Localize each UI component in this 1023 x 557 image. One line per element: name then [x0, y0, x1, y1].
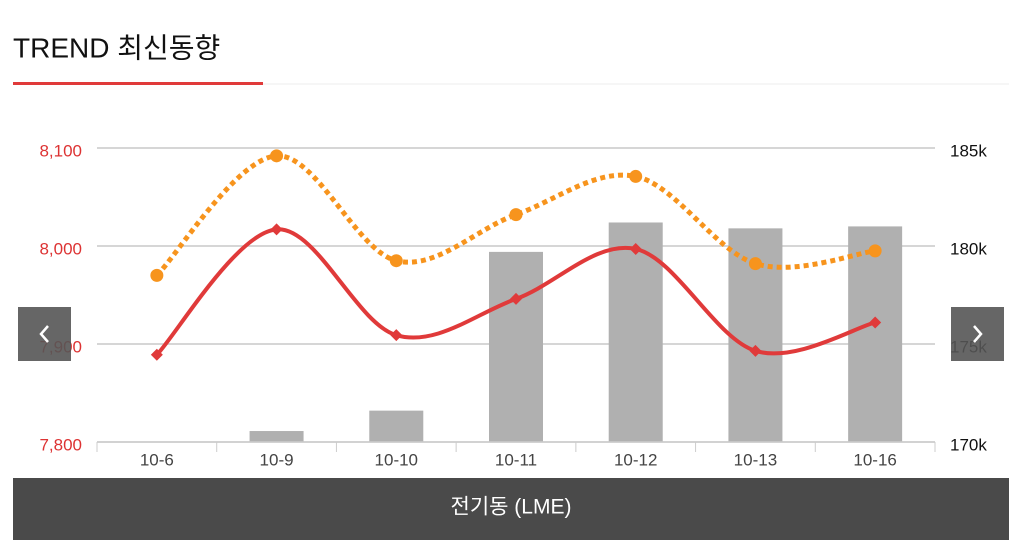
title-underline: [13, 82, 263, 85]
x-tick-label: 10-11: [495, 450, 537, 469]
footer-label: 전기동 (LME): [451, 496, 572, 519]
y-tick-label: 7,800: [39, 435, 82, 454]
footer-bar[interactable]: [13, 478, 1009, 540]
point: [389, 254, 403, 268]
next-button[interactable]: [951, 307, 1004, 361]
point: [270, 223, 283, 236]
x-tick-label: 10-13: [734, 450, 777, 469]
y-tick-label: 8,100: [39, 141, 82, 160]
point: [629, 169, 643, 183]
next-icon: [973, 325, 983, 343]
y2-tick-label: 180k: [950, 239, 987, 258]
point: [868, 244, 882, 258]
bar: [608, 222, 663, 442]
overlay: [18, 307, 1004, 361]
y2-tick-label: 185k: [950, 141, 987, 160]
bar: [848, 226, 903, 442]
prev-icon: [39, 325, 49, 343]
point: [270, 149, 284, 163]
x-tick-label: 10-12: [614, 450, 657, 469]
prev-button[interactable]: [18, 307, 71, 361]
point: [510, 292, 522, 305]
point: [869, 316, 882, 329]
point: [150, 268, 164, 282]
section-title: TREND 최신동향: [13, 32, 220, 63]
point: [150, 348, 163, 361]
point: [748, 257, 762, 271]
bar: [249, 431, 304, 442]
plot: 7,8007,9008,0008,100170k175k180k185k10-6…: [39, 141, 987, 469]
x-tick-label: 10-9: [260, 450, 294, 469]
point: [509, 208, 523, 222]
x-tick-label: 10-16: [853, 450, 896, 469]
y-tick-label: 8,000: [39, 239, 82, 258]
point: [629, 242, 642, 255]
y2-tick-label: 170k: [950, 435, 987, 454]
x-tick-label: 10-6: [140, 450, 174, 469]
bar: [369, 410, 424, 442]
bar: [489, 251, 543, 442]
point: [390, 329, 403, 342]
x-tick-label: 10-10: [375, 450, 418, 469]
point: [749, 344, 762, 357]
